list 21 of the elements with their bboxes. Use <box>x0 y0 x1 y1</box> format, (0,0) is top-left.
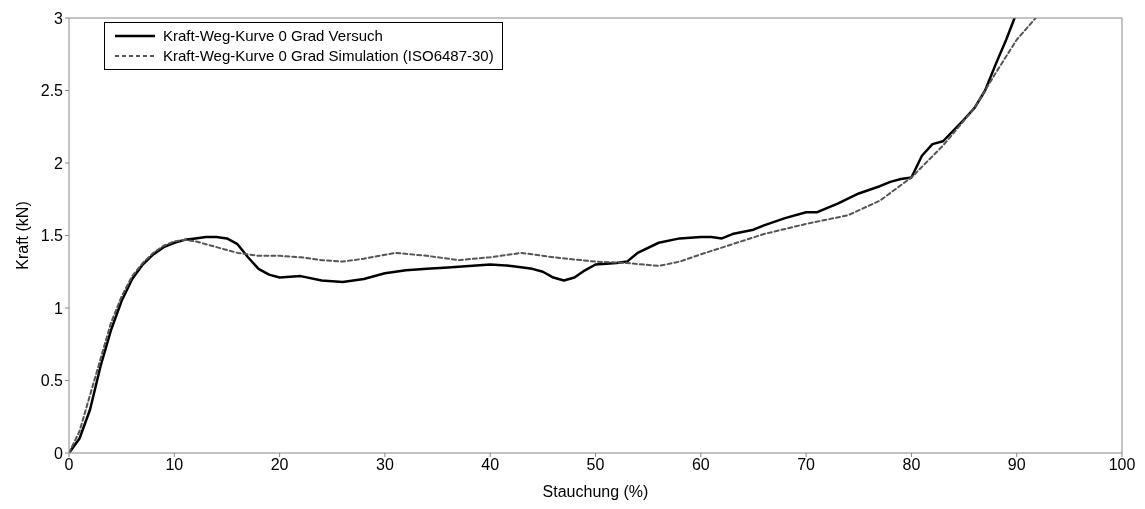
x-tick-label: 70 <box>797 456 816 474</box>
x-tick-label: 100 <box>1108 456 1136 474</box>
x-tick-label: 40 <box>481 456 500 474</box>
y-tick-label: 2 <box>54 154 64 172</box>
y-tick-label: 0 <box>54 444 64 462</box>
y-tick-label: 0.5 <box>40 372 64 390</box>
x-axis-title: Stauchung (%) <box>542 483 649 500</box>
x-tick-label: 10 <box>165 456 184 474</box>
x-tick-label: 50 <box>586 456 605 474</box>
x-tick-label: 60 <box>691 456 710 474</box>
x-tick-label: 80 <box>902 456 921 474</box>
y-axis-title: Kraft (kN) <box>13 201 31 270</box>
legend-label: Kraft-Weg-Kurve 0 Grad Versuch <box>163 26 383 46</box>
legend-label: Kraft-Weg-Kurve 0 Grad Simulation (ISO6487-30) <box>163 46 494 66</box>
y-tick-label: 2.5 <box>40 82 64 100</box>
x-tick-label: 90 <box>1007 456 1026 474</box>
x-tick-label: 20 <box>270 456 289 474</box>
y-tick-label: 1 <box>54 299 64 317</box>
y-tick-label: 3 <box>54 9 64 27</box>
x-tick-label: 30 <box>376 456 394 474</box>
y-tick-label: 1.5 <box>40 227 64 245</box>
